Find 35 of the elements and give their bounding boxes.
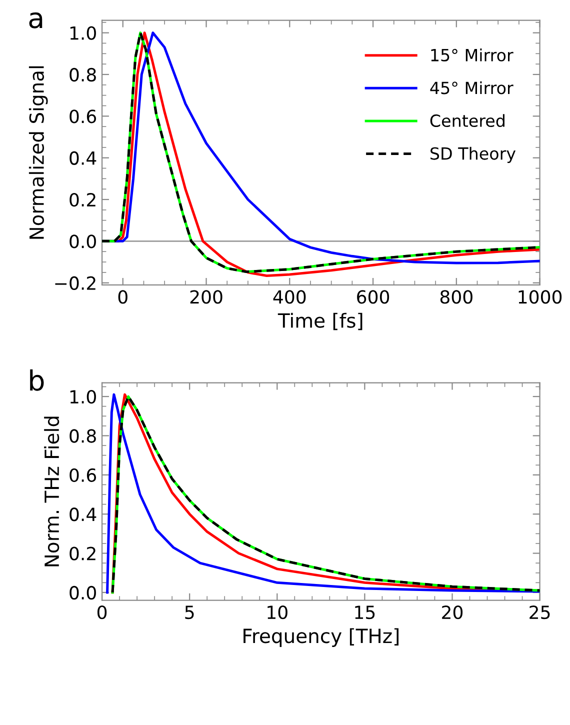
legend-label: Centered [430,114,504,128]
x-tick-label: 20 [442,605,463,620]
x-tick-label: 400 [273,290,306,304]
x-tick-label: 0 [118,290,128,304]
x-tick-label: 1000 [518,290,562,304]
y-tick-label: 0.4 [70,151,96,165]
legend-label: 15° Mirror [431,48,514,62]
y-tick-label: 0.6 [70,468,96,482]
legend-label: 45° Mirror [430,81,514,94]
y-axis-title: Normalized Signal [28,66,48,239]
y-tick-label: 0.0 [70,586,96,600]
text: a [29,12,42,28]
x-tick-label: 5 [185,606,194,620]
y-tick-label: −0.2 [55,276,96,290]
y-tick-label: 0.0 [70,234,96,248]
y-axis-title: Norm. THz Field [44,416,60,566]
y-tick-label: 0.8 [70,429,96,443]
y-tick-label: 1.0 [70,390,96,404]
x-tick-label: 10 [268,605,288,620]
y-tick-label: 0.4 [70,508,96,522]
x-tick-label: 0 [97,605,107,620]
x-tick-label: 200 [190,290,222,304]
y-tick-label: 0.8 [70,68,96,82]
x-axis-title: Frequency [THz] [244,628,398,648]
text: b [30,369,44,391]
x-tick-label: 15 [355,606,375,620]
y-tick-label: 1.0 [70,26,96,40]
x-tick-label: 600 [357,290,390,304]
x-axis-title: Time [fs] [278,312,362,330]
y-tick-label: 0.6 [70,110,96,124]
legend-label: SD Theory [430,146,516,164]
y-tick-label: 0.2 [70,546,96,560]
x-tick-label: 25 [530,605,550,620]
y-tick-label: 0.2 [70,192,96,207]
x-tick-label: 800 [440,290,472,304]
